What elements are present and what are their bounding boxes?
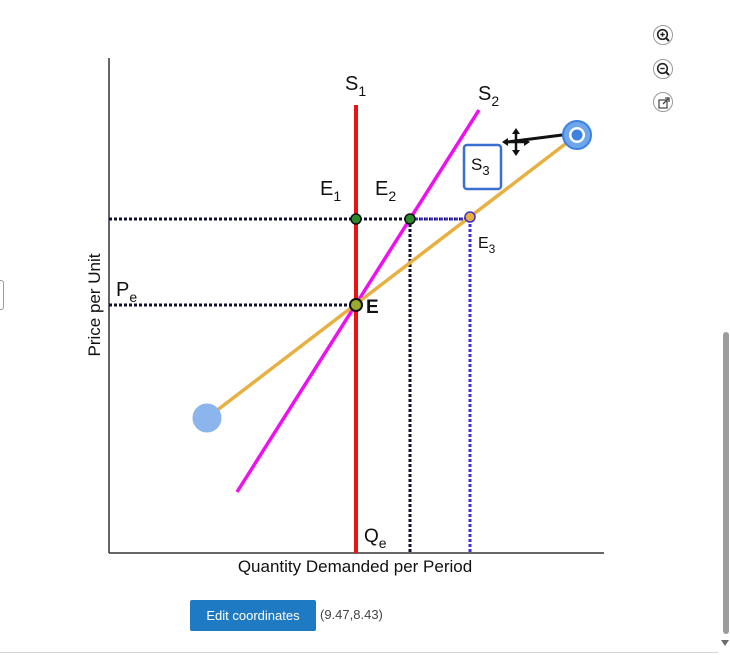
- point-e3[interactable]: [464, 211, 476, 223]
- coordinate-readout: (9.47,8.43): [320, 607, 383, 622]
- s3-end-handle[interactable]: [562, 120, 592, 150]
- s3-label-box[interactable]: S3: [462, 143, 503, 191]
- s3-start-handle[interactable]: [192, 403, 222, 433]
- supply-curve-s3[interactable]: [205, 133, 579, 420]
- e2-label: E2: [375, 178, 396, 204]
- pe-label: Pe: [116, 279, 137, 305]
- move-icon[interactable]: [502, 128, 530, 156]
- e1-label: E1: [320, 178, 341, 204]
- s2-label: S2: [478, 83, 499, 109]
- external-link-icon: [658, 97, 670, 109]
- scrollbar-thumb[interactable]: [723, 332, 729, 634]
- zoom-out-icon: [656, 62, 670, 76]
- qe-label: Qe: [364, 526, 387, 551]
- popout-button[interactable]: [653, 92, 673, 112]
- e-label: E: [366, 297, 379, 318]
- e3-label: E3: [478, 235, 496, 256]
- edit-coordinates-button[interactable]: Edit coordinates: [190, 600, 316, 631]
- point-e[interactable]: [349, 298, 363, 312]
- drag-connector: [506, 132, 571, 144]
- point-e2[interactable]: [404, 213, 416, 225]
- zoom-out-button[interactable]: [653, 59, 673, 79]
- point-e1[interactable]: [350, 213, 362, 225]
- x-axis-label: Quantity Demanded per Period: [238, 557, 472, 576]
- svg-text:S3: S3: [471, 155, 490, 178]
- divider: [0, 652, 718, 653]
- side-panel-tab[interactable]: [0, 280, 4, 310]
- zoom-in-icon: [656, 28, 670, 42]
- zoom-in-button[interactable]: [653, 25, 673, 45]
- y-axis-label: Price per Unit: [85, 253, 104, 356]
- scroll-down-arrow-icon[interactable]: [721, 640, 729, 646]
- s1-label: S1: [345, 73, 366, 99]
